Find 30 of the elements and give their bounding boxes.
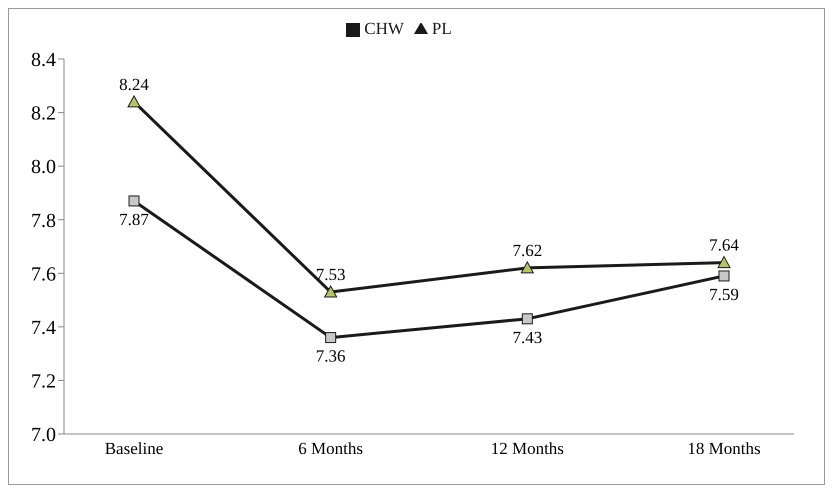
x-tick-label: 12 Months [490,439,564,458]
data-label: 7.36 [316,346,346,366]
data-label: 8.24 [119,74,150,94]
point [128,195,140,206]
x-tick-label: 6 Months [298,439,364,458]
data-label: 7.62 [512,240,542,260]
point [324,286,338,298]
y-tick-label: 8.4 [31,49,56,72]
y-tick-label: 8.0 [31,156,56,178]
y-tick-label: 7.4 [31,316,56,339]
y-tick-label: 7.8 [31,210,56,232]
point [520,261,534,274]
point [718,270,730,282]
legend-label: PL [432,19,452,38]
point [718,256,730,268]
y-tick-label: 7.6 [31,263,56,286]
legend-label: CHW [364,19,404,38]
point [128,95,140,108]
data-label: 7.87 [119,210,150,230]
x-tick-label: Baseline [104,439,164,458]
data-label: 7.64 [709,236,740,255]
point [522,313,533,324]
y-tick-label: 7.2 [31,370,56,393]
y-tick-label: 7.0 [31,424,56,446]
data-label: 7.59 [709,285,739,304]
x-tick-label: 18 Months [687,439,761,458]
point [325,332,336,344]
y-tick-label: 8.2 [31,102,56,125]
data-label: 7.43 [512,328,542,347]
data-label: 7.53 [316,265,346,284]
